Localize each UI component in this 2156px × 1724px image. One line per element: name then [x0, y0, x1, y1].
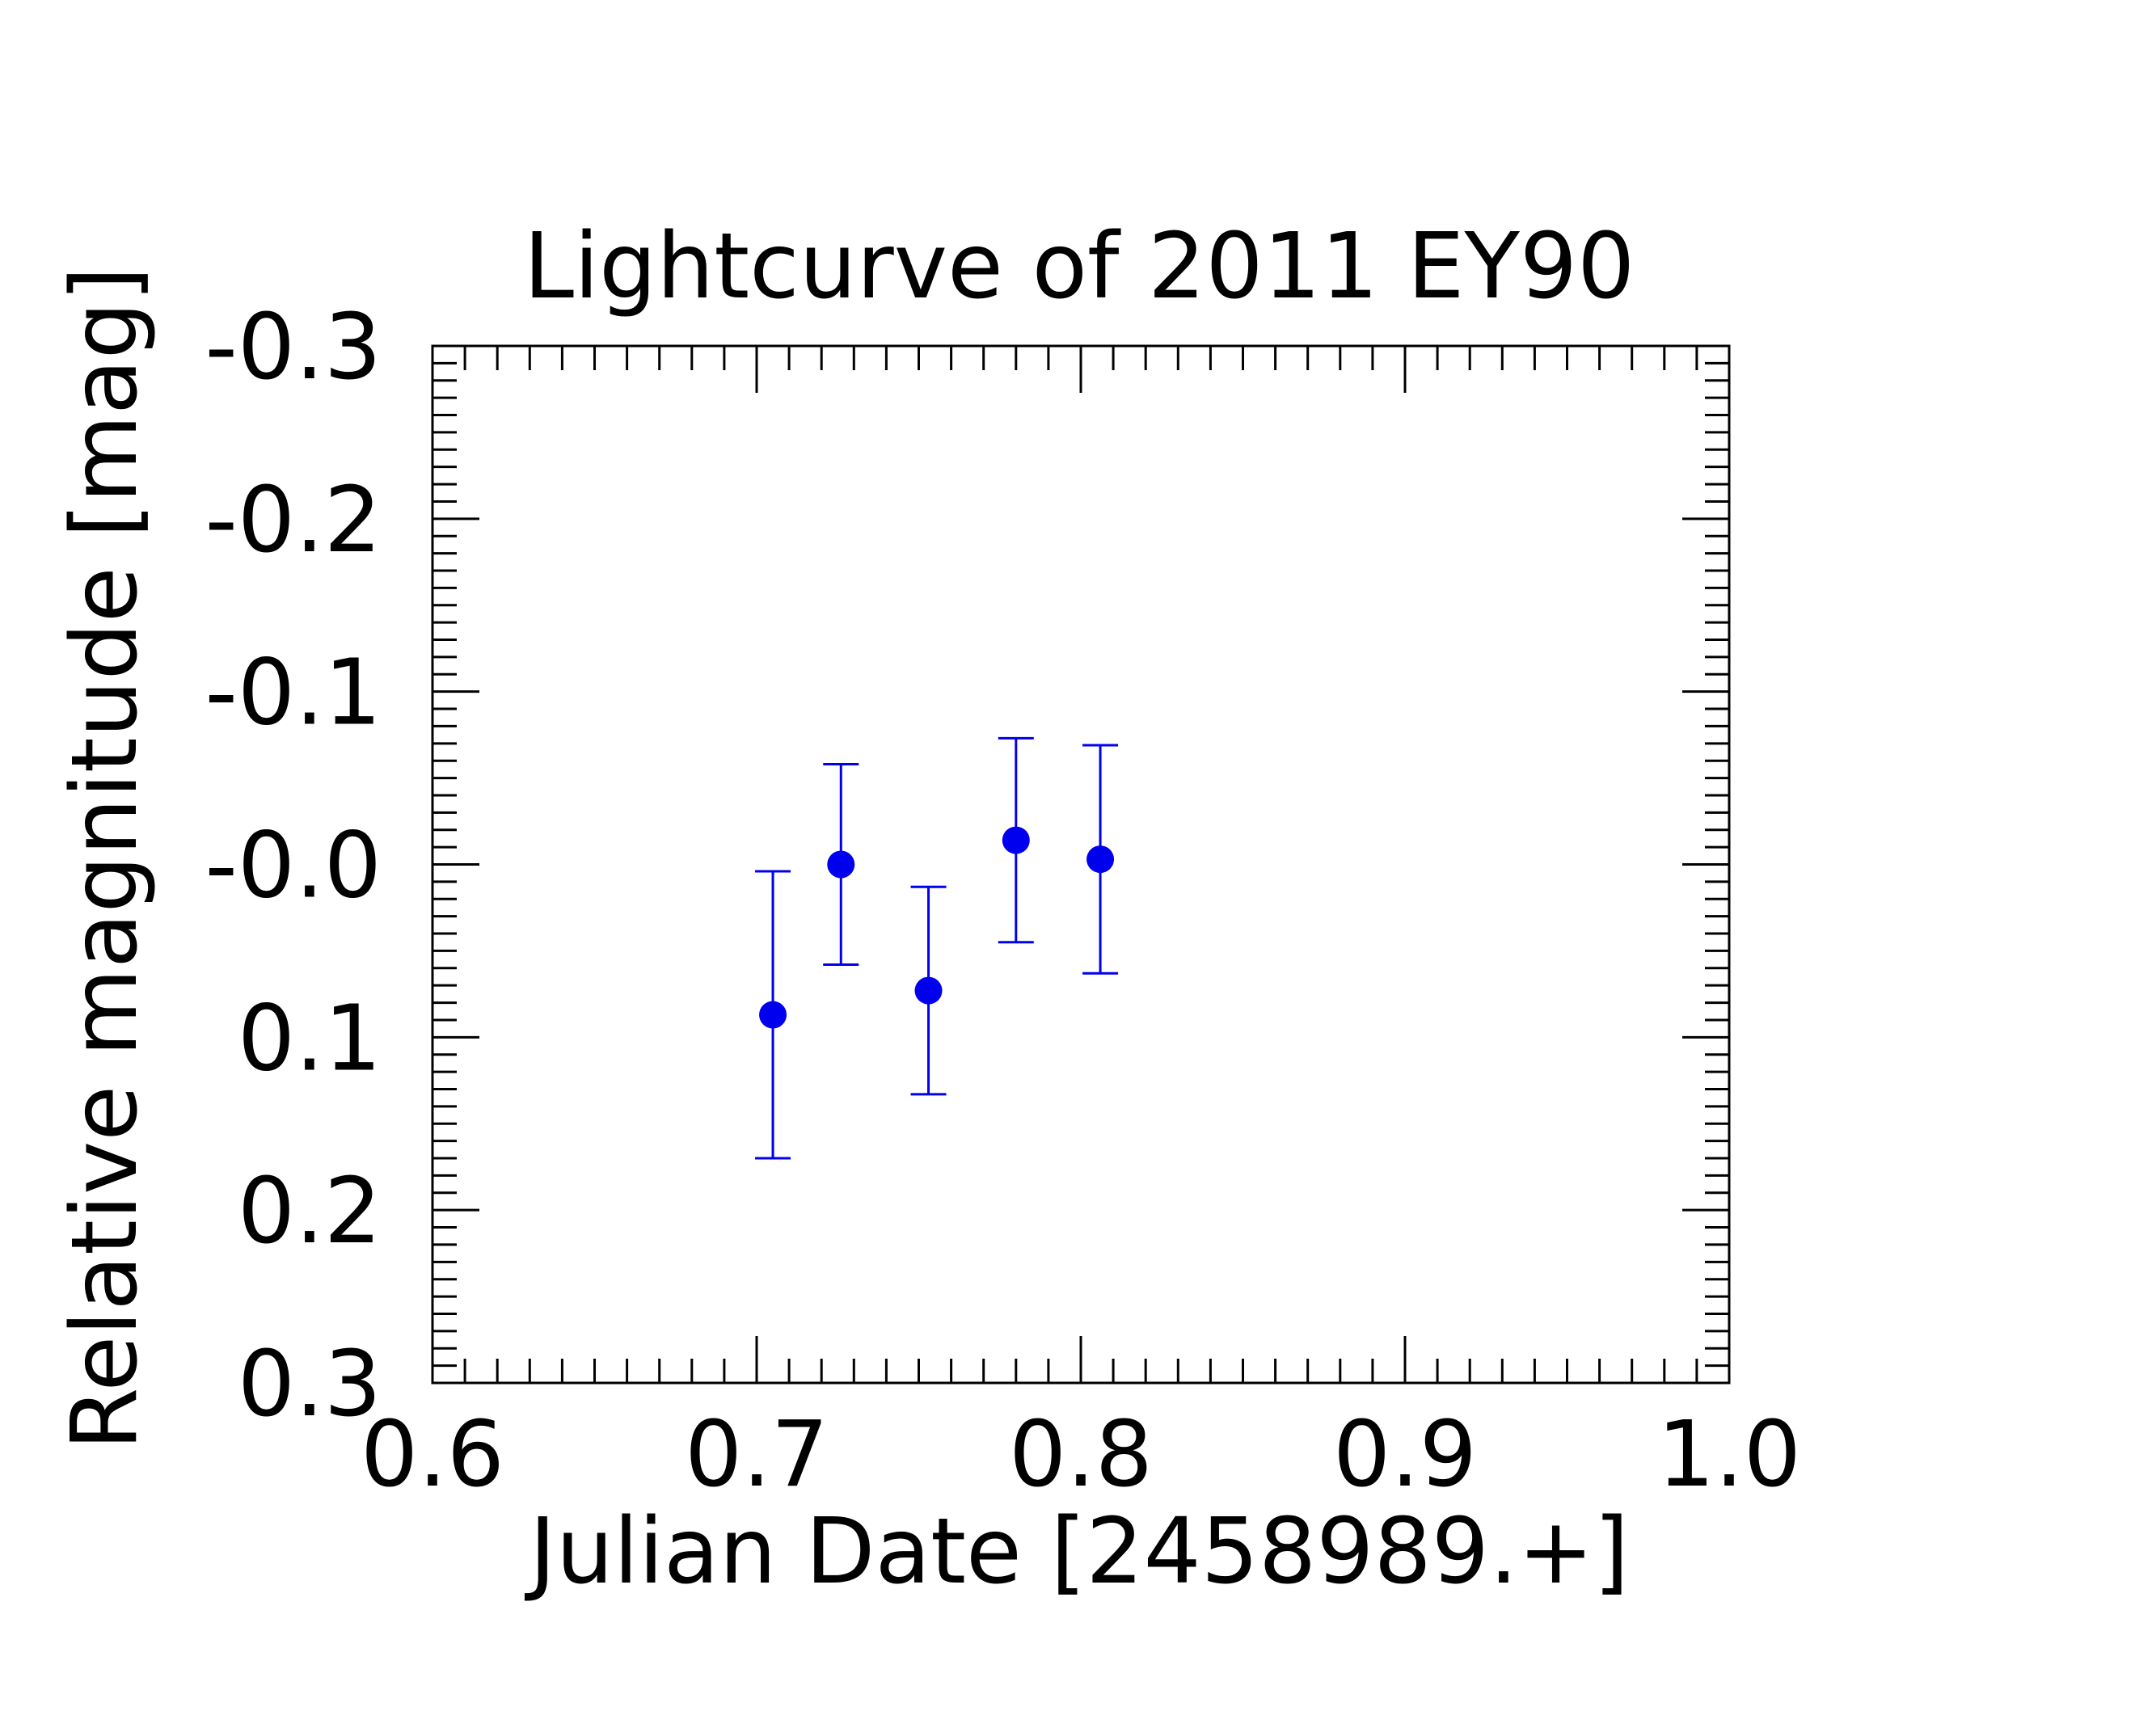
x-axis-label: Julian Date [2458989.+] [525, 1499, 1629, 1604]
x-tick-label: 0.9 [1333, 1402, 1477, 1507]
y-tick-label: -0.0 [205, 814, 382, 919]
plot-frame [431, 344, 1731, 1385]
minor-ticks [432, 346, 1729, 1383]
x-tick-label: 1.0 [1657, 1402, 1801, 1507]
y-tick-labels: -0.3 -0.2 -0.1 -0.0 0.1 0.2 0.3 [205, 295, 382, 1437]
data-point [827, 850, 855, 879]
data-point [759, 1001, 787, 1029]
data-point [1086, 845, 1115, 874]
y-tick-label: -0.1 [205, 641, 382, 746]
y-axis-label: Relative magnitude [mag] [53, 267, 158, 1451]
data-points [759, 826, 1115, 1029]
chart-title: Lightcurve of 2011 EY90 [524, 214, 1635, 319]
x-tick-label: 0.8 [1009, 1402, 1153, 1507]
x-tick-label: 0.6 [361, 1402, 504, 1507]
y-tick-label: 0.2 [238, 1159, 382, 1264]
data-point [1002, 826, 1030, 854]
y-tick-label: -0.2 [205, 468, 382, 573]
x-tick-labels: 0.6 0.7 0.8 0.9 1.0 [361, 1402, 1801, 1507]
y-tick-label: 0.1 [238, 986, 382, 1091]
y-tick-label: -0.3 [205, 295, 382, 400]
x-tick-label: 0.7 [685, 1402, 829, 1507]
data-point [914, 976, 943, 1005]
y-tick-label: 0.3 [238, 1332, 382, 1437]
